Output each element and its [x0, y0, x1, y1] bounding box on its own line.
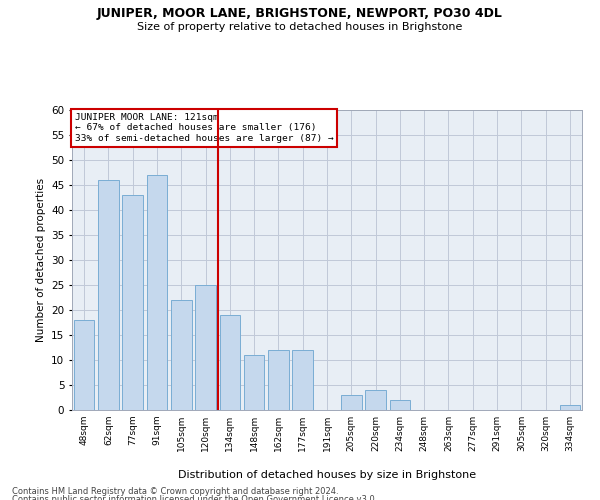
- Text: JUNIPER, MOOR LANE, BRIGHSTONE, NEWPORT, PO30 4DL: JUNIPER, MOOR LANE, BRIGHSTONE, NEWPORT,…: [97, 8, 503, 20]
- Bar: [171, 300, 191, 410]
- Bar: [195, 285, 216, 410]
- Text: Contains public sector information licensed under the Open Government Licence v3: Contains public sector information licen…: [12, 495, 377, 500]
- Bar: [365, 390, 386, 410]
- Bar: [122, 195, 143, 410]
- Bar: [244, 355, 265, 410]
- Y-axis label: Number of detached properties: Number of detached properties: [35, 178, 46, 342]
- Text: JUNIPER MOOR LANE: 121sqm
← 67% of detached houses are smaller (176)
33% of semi: JUNIPER MOOR LANE: 121sqm ← 67% of detac…: [74, 113, 334, 143]
- Bar: [292, 350, 313, 410]
- Bar: [74, 320, 94, 410]
- Bar: [268, 350, 289, 410]
- Bar: [98, 180, 119, 410]
- Bar: [560, 405, 580, 410]
- Bar: [220, 315, 240, 410]
- Text: Distribution of detached houses by size in Brighstone: Distribution of detached houses by size …: [178, 470, 476, 480]
- Text: Contains HM Land Registry data © Crown copyright and database right 2024.: Contains HM Land Registry data © Crown c…: [12, 488, 338, 496]
- Bar: [389, 400, 410, 410]
- Bar: [341, 395, 362, 410]
- Bar: [146, 175, 167, 410]
- Text: Size of property relative to detached houses in Brighstone: Size of property relative to detached ho…: [137, 22, 463, 32]
